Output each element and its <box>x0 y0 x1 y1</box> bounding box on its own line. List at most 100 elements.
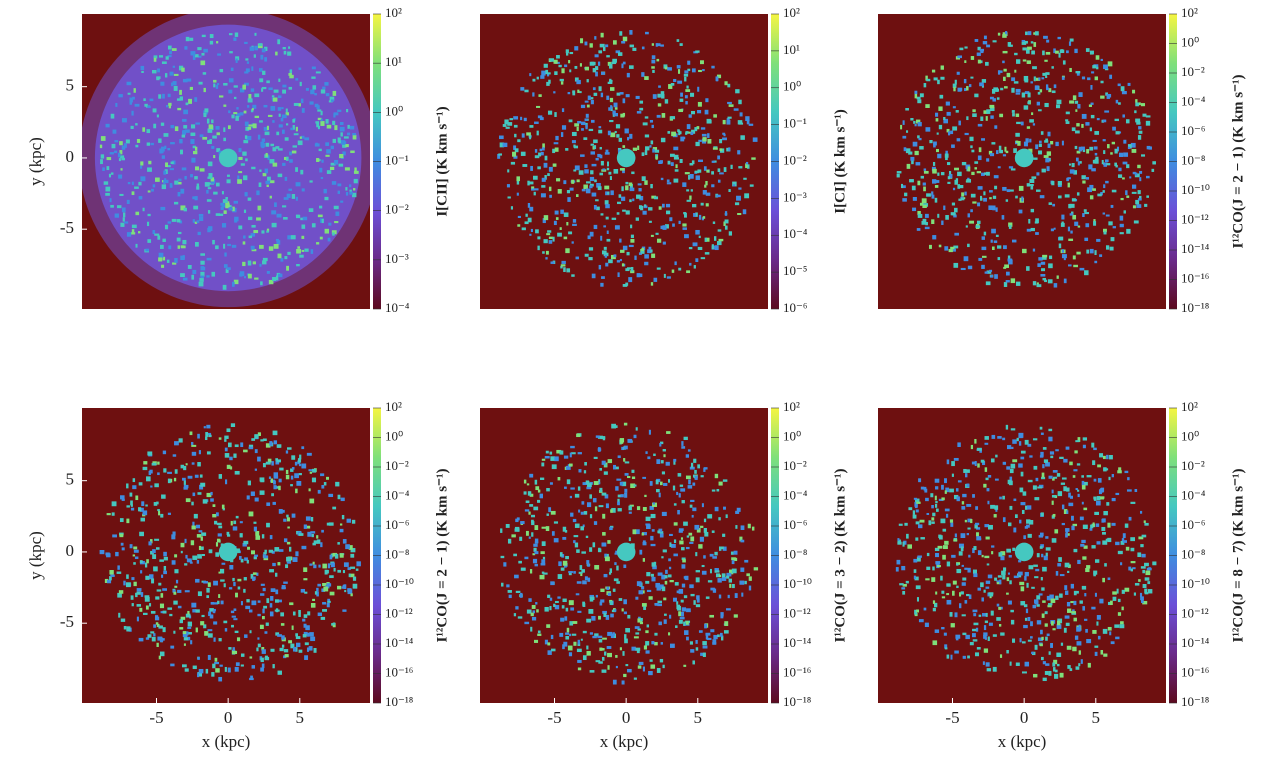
map-speckle <box>270 603 273 607</box>
map-speckle <box>565 530 567 533</box>
map-speckle <box>196 628 198 633</box>
map-speckle <box>1146 195 1149 197</box>
map-speckle <box>1134 592 1136 595</box>
map-speckle <box>346 192 348 196</box>
map-speckle <box>665 575 668 578</box>
map-speckle <box>240 521 243 523</box>
map-speckle <box>656 459 660 464</box>
map-speckle <box>205 437 207 440</box>
map-speckle <box>515 519 518 522</box>
map-speckle <box>604 186 609 190</box>
map-speckle <box>713 148 718 150</box>
map-speckle <box>970 77 973 79</box>
map-speckle <box>277 39 280 44</box>
map-speckle <box>247 61 249 63</box>
map-speckle <box>119 158 121 161</box>
map-speckle <box>620 114 624 118</box>
map-speckle <box>968 555 970 558</box>
map-speckle <box>1041 268 1045 271</box>
map-speckle <box>1128 147 1130 149</box>
map-speckle <box>563 561 568 566</box>
map-speckle <box>1039 141 1042 144</box>
map-speckle <box>1135 489 1138 492</box>
map-speckle <box>243 175 247 180</box>
map-speckle <box>229 33 233 35</box>
map-speckle <box>914 498 917 500</box>
map-speckle <box>241 163 245 165</box>
map-speckle <box>1009 555 1012 558</box>
map-speckle <box>1082 114 1087 119</box>
map-speckle <box>629 245 634 247</box>
y-tick-label: 0 <box>66 541 75 560</box>
map-speckle <box>326 93 329 96</box>
map-speckle <box>687 124 691 129</box>
map-speckle <box>608 82 613 84</box>
map-speckle <box>698 70 702 72</box>
map-speckle <box>740 568 744 572</box>
map-speckle <box>273 431 278 436</box>
map-speckle <box>286 557 291 562</box>
map-speckle <box>697 599 700 603</box>
map-speckle <box>573 169 576 171</box>
map-speckle <box>228 110 230 113</box>
map-speckle <box>581 569 585 573</box>
map-speckle <box>690 536 694 541</box>
map-speckle <box>1067 646 1072 650</box>
map-speckle <box>577 90 579 93</box>
map-speckle <box>1077 463 1080 465</box>
map-speckle <box>917 555 922 557</box>
map-speckle <box>598 661 603 663</box>
colorbar-tick-label: 10⁻¹⁸ <box>385 694 414 709</box>
map-speckle <box>594 225 598 229</box>
map-speckle <box>1049 476 1053 479</box>
map-speckle <box>634 484 637 486</box>
map-speckle <box>965 133 969 135</box>
map-speckle <box>654 633 657 636</box>
map-speckle <box>1075 109 1077 112</box>
map-speckle <box>233 526 238 530</box>
map-speckle <box>1131 548 1135 551</box>
map-speckle <box>251 601 256 606</box>
map-speckle <box>1012 240 1016 243</box>
map-speckle <box>217 132 220 135</box>
map-speckle <box>1057 37 1060 39</box>
map-speckle <box>964 568 967 570</box>
map-speckle <box>1134 110 1136 113</box>
map-speckle <box>723 120 726 124</box>
map-speckle <box>1029 520 1033 525</box>
map-speckle <box>1028 219 1030 224</box>
map-speckle <box>180 273 185 277</box>
map-speckle <box>977 171 981 173</box>
map-speckle <box>590 43 593 47</box>
map-speckle <box>702 69 705 71</box>
y-axis-label: y (kpc) <box>26 137 45 186</box>
map-speckle <box>1019 434 1023 438</box>
map-speckle <box>114 140 118 142</box>
map-speckle <box>690 594 694 596</box>
map-speckle <box>655 233 658 235</box>
map-speckle <box>967 244 970 247</box>
map-speckle <box>619 31 622 36</box>
map-speckle <box>1094 499 1097 501</box>
map-speckle <box>1025 572 1029 576</box>
map-speckle <box>995 455 997 458</box>
map-speckle <box>1113 226 1116 228</box>
map-speckle <box>1018 572 1023 576</box>
map-speckle <box>608 172 611 175</box>
map-speckle <box>585 576 588 580</box>
map-speckle <box>1044 556 1048 561</box>
map-speckle <box>519 537 522 541</box>
map-speckle <box>130 493 133 497</box>
map-speckle <box>225 667 227 672</box>
map-speckle <box>899 524 903 526</box>
map-speckle <box>186 463 188 465</box>
map-speckle <box>1085 223 1089 227</box>
map-speckle <box>962 614 966 616</box>
map-speckle <box>682 137 685 140</box>
map-speckle <box>977 538 982 540</box>
map-speckle <box>1041 433 1044 435</box>
map-speckle <box>1003 567 1006 571</box>
map-speckle <box>338 137 341 142</box>
map-speckle <box>197 47 201 50</box>
map-speckle <box>925 104 929 108</box>
